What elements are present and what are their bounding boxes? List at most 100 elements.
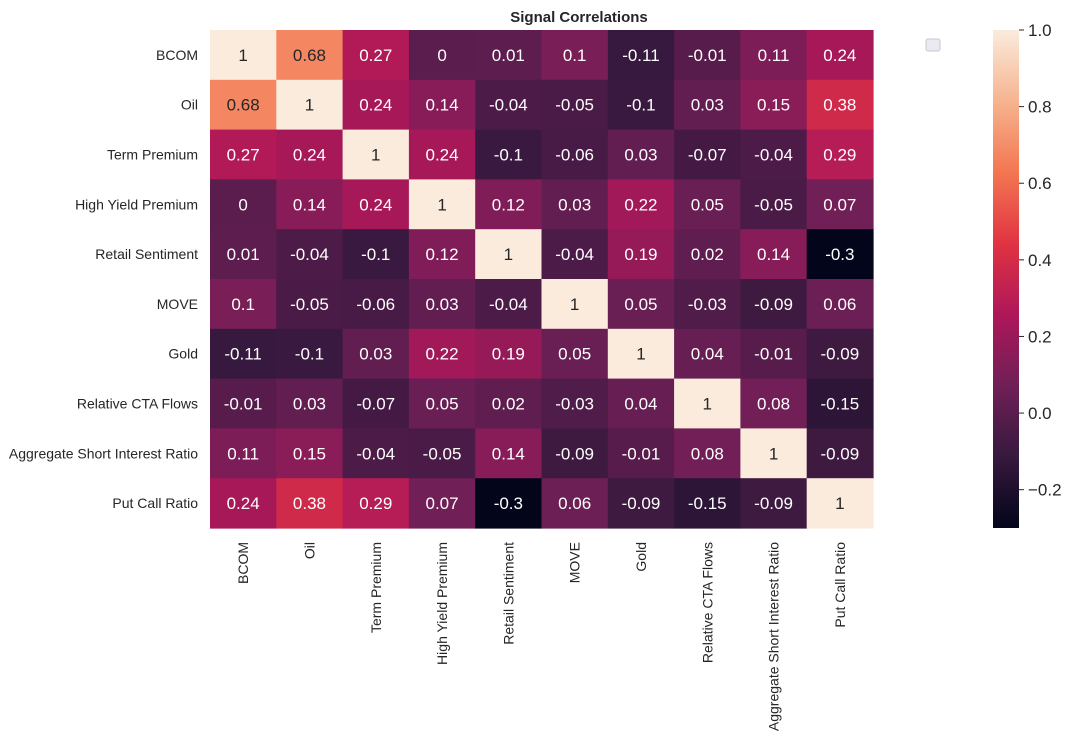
heatmap-cell <box>475 179 543 230</box>
cell-value-label: 0.03 <box>624 146 657 165</box>
heatmap-cell <box>475 478 543 529</box>
heatmap-cell <box>408 478 476 529</box>
y-tick-label: BCOM <box>156 47 198 63</box>
cell-value-label: -0.3 <box>494 494 523 513</box>
cell-value-label: -0.05 <box>423 444 462 463</box>
cell-value-label: 0.24 <box>426 146 459 165</box>
x-tick-label: Term Premium <box>368 542 384 633</box>
heatmap-cell <box>408 30 476 81</box>
heatmap-cell <box>342 328 410 380</box>
y-tick-label: Put Call Ratio <box>112 495 198 511</box>
heatmap-cell <box>806 378 874 429</box>
cell-value-label: 1 <box>371 146 380 165</box>
x-axis-tick-labels: BCOM Oil Term Premium High Yield Premium Ret… <box>235 542 848 731</box>
cell-value-label: 1 <box>305 96 314 115</box>
cell-value-label: 0.03 <box>293 395 326 414</box>
cell-value-label: -0.04 <box>489 96 528 115</box>
heatmap-cell <box>276 428 344 479</box>
heatmap-cell <box>806 279 874 330</box>
y-tick-label: High Yield Premium <box>75 196 198 212</box>
cell-value-label: -0.03 <box>688 295 727 314</box>
cell-value-label: 0 <box>238 195 247 214</box>
heatmap-cell <box>806 229 874 280</box>
heatmap-cell <box>276 30 344 81</box>
heatmap-cell <box>607 179 675 230</box>
cell-value-label: 0.68 <box>227 96 260 115</box>
heatmap-cell <box>740 129 808 180</box>
cell-value-label: 0.38 <box>823 96 856 115</box>
x-tick-label: Put Call Ratio <box>832 542 848 628</box>
cell-value-label: 0.15 <box>757 96 790 115</box>
cell-value-label: 0.08 <box>757 395 790 414</box>
cell-value-label: 0.24 <box>359 96 392 115</box>
colorbar-tick-label: 0.6 <box>1028 174 1052 193</box>
cell-value-label: -0.05 <box>290 295 329 314</box>
cell-value-label: -0.09 <box>622 494 661 513</box>
cell-value-label: 0.04 <box>691 345 724 364</box>
y-tick-label: Aggregate Short Interest Ratio <box>9 445 198 461</box>
cell-value-label: 0.06 <box>823 295 856 314</box>
cell-value-label: -0.07 <box>356 395 395 414</box>
heatmap-cell <box>276 79 344 131</box>
cell-value-label: 0.15 <box>293 444 326 463</box>
cell-value-label: 0.05 <box>426 395 459 414</box>
cell-value-label: 0.05 <box>691 195 724 214</box>
y-tick-label: Retail Sentiment <box>95 246 198 262</box>
heatmap-cell <box>674 328 741 380</box>
heatmap-cell <box>740 229 808 280</box>
heatmap-cell-labels: 1 0.68 0.27 0 0.01 0.1 -0.11 -0.01 0.11 0.240.68 1… <box>224 46 859 513</box>
cell-value-label: 0.1 <box>563 46 587 65</box>
cell-value-label: 1 <box>504 245 513 264</box>
x-tick-label: Aggregate Short Interest Ratio <box>766 542 782 731</box>
y-tick-label: Relative CTA Flows <box>77 396 198 412</box>
heatmap-cell <box>475 129 543 180</box>
cell-value-label: -0.1 <box>626 96 655 115</box>
heatmap-cell <box>674 79 741 131</box>
heatmap-cell <box>210 279 277 330</box>
legend <box>925 38 941 52</box>
cell-value-label: -0.15 <box>688 494 727 513</box>
cell-value-label: 0.19 <box>492 345 525 364</box>
cell-value-label: 1 <box>238 46 247 65</box>
heatmap-cell <box>740 428 808 479</box>
cell-value-label: 0.03 <box>426 295 459 314</box>
heatmap-cell <box>210 79 277 131</box>
heatmap-cell <box>541 478 609 529</box>
heatmap-cell <box>806 30 874 81</box>
cell-value-label: 0.03 <box>691 96 724 115</box>
cell-value-label: 1 <box>703 395 712 414</box>
cell-value-label: 0.24 <box>359 195 392 214</box>
heatmap-cell <box>276 478 344 529</box>
cell-value-label: 0.29 <box>359 494 392 513</box>
heatmap-cell <box>674 428 741 479</box>
heatmap-cell <box>607 129 675 180</box>
x-tick-label: Relative CTA Flows <box>699 542 715 663</box>
heatmap-cell <box>607 328 675 380</box>
heatmap-cell <box>210 328 277 380</box>
y-axis-tick-labels: BCOM Oil Term Premium High Yield Premium Ret… <box>9 47 198 511</box>
colorbar-tick-label: −0.2 <box>1028 481 1062 500</box>
cell-value-label: -0.05 <box>754 195 793 214</box>
heatmap-cell <box>806 328 874 380</box>
cell-value-label: -0.01 <box>224 395 263 414</box>
colorbar-tick-label: 0.0 <box>1028 404 1052 423</box>
cell-value-label: -0.11 <box>622 46 660 65</box>
heatmap-cell <box>475 279 543 330</box>
heatmap-cell <box>276 279 344 330</box>
heatmap-cell <box>607 428 675 479</box>
heatmap-cell <box>342 229 410 280</box>
cell-value-label: 0.03 <box>558 195 591 214</box>
heatmap-cells <box>210 30 874 529</box>
colorbar-tick-label: 0.4 <box>1028 251 1052 270</box>
heatmap-cell <box>342 428 410 479</box>
heatmap-cell <box>408 129 476 180</box>
cell-value-label: -0.04 <box>356 444 395 463</box>
cell-value-label: 1 <box>636 345 645 364</box>
cell-value-label: 1 <box>835 494 844 513</box>
cell-value-label: -0.05 <box>555 96 594 115</box>
cell-value-label: -0.11 <box>224 345 262 364</box>
colorbar-tick-label: 1.0 <box>1028 21 1052 40</box>
heatmap-cell <box>740 328 808 380</box>
heatmap-cell <box>674 129 741 180</box>
